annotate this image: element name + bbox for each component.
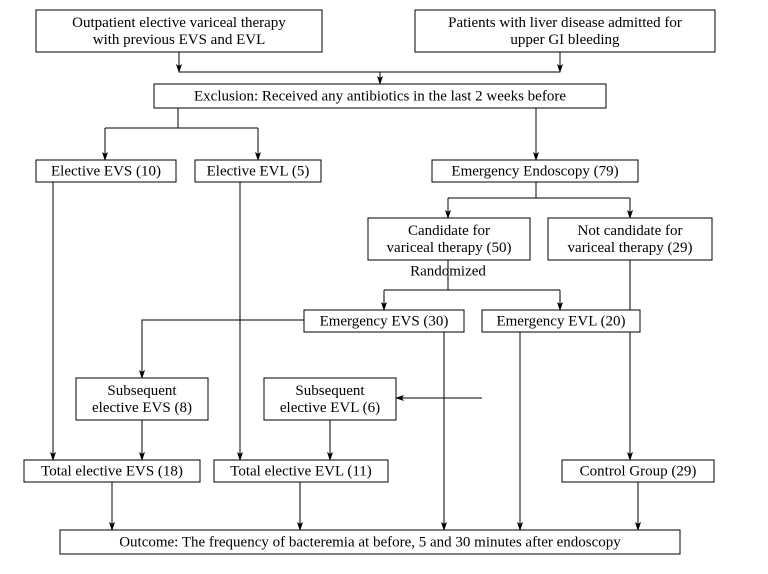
node-label: Exclusion: Received any antibiotics in t… <box>194 88 566 104</box>
node-n5: Elective EVL (5) <box>195 160 321 182</box>
node-label: Emergency Endoscopy (79) <box>451 163 618 179</box>
node-n2: Patients with liver disease admitted for… <box>415 10 715 52</box>
node-label: variceal therapy (29) <box>568 240 693 256</box>
node-n15: Control Group (29) <box>562 460 714 482</box>
node-label: Total elective EVL (11) <box>230 463 372 479</box>
node-label: Subsequent <box>107 383 177 399</box>
node-label: upper GI bleeding <box>510 32 620 48</box>
edge <box>142 320 304 378</box>
node-label: Elective EVL (5) <box>207 163 310 179</box>
node-label: Control Group (29) <box>580 463 697 479</box>
node-label: Not candidate for <box>578 223 683 239</box>
node-label: Emergency EVL (20) <box>496 313 625 329</box>
node-n11: Subsequentelective EVS (8) <box>76 378 208 420</box>
node-label: Candidate for <box>408 223 490 239</box>
node-label: Outpatient elective variceal therapy <box>72 15 286 31</box>
node-n14: Total elective EVL (11) <box>214 460 388 482</box>
node-label: Subsequent <box>295 383 365 399</box>
node-n16: Outcome: The frequency of bacteremia at … <box>60 530 680 554</box>
node-n12: Subsequentelective EVL (6) <box>264 378 396 420</box>
node-label: variceal therapy (50) <box>387 240 512 256</box>
nodes-layer: Outpatient elective variceal therapywith… <box>24 10 715 554</box>
node-n13: Total elective EVS (18) <box>24 460 200 482</box>
node-label: elective EVL (6) <box>280 400 380 416</box>
node-n4: Elective EVS (10) <box>36 160 176 182</box>
node-n3: Exclusion: Received any antibiotics in t… <box>154 84 606 108</box>
node-n10: Emergency EVL (20) <box>482 310 640 332</box>
node-n6: Emergency Endoscopy (79) <box>432 160 638 182</box>
randomized-label: Randomized <box>410 263 486 279</box>
node-label: Patients with liver disease admitted for <box>448 15 682 31</box>
node-label: Elective EVS (10) <box>51 163 161 179</box>
node-label: elective EVS (8) <box>92 400 192 416</box>
node-n8: Not candidate forvariceal therapy (29) <box>548 218 712 260</box>
node-label: Outcome: The frequency of bacteremia at … <box>119 534 621 550</box>
flowchart-canvas: Outpatient elective variceal therapywith… <box>0 0 768 574</box>
node-label: Total elective EVS (18) <box>41 463 183 479</box>
node-label: Emergency EVS (30) <box>320 313 449 329</box>
node-n7: Candidate forvariceal therapy (50) <box>368 218 530 260</box>
node-n9: Emergency EVS (30) <box>304 310 464 332</box>
node-label: with previous EVS and EVL <box>93 32 265 48</box>
node-n1: Outpatient elective variceal therapywith… <box>36 10 322 52</box>
edges-layer <box>53 52 638 530</box>
